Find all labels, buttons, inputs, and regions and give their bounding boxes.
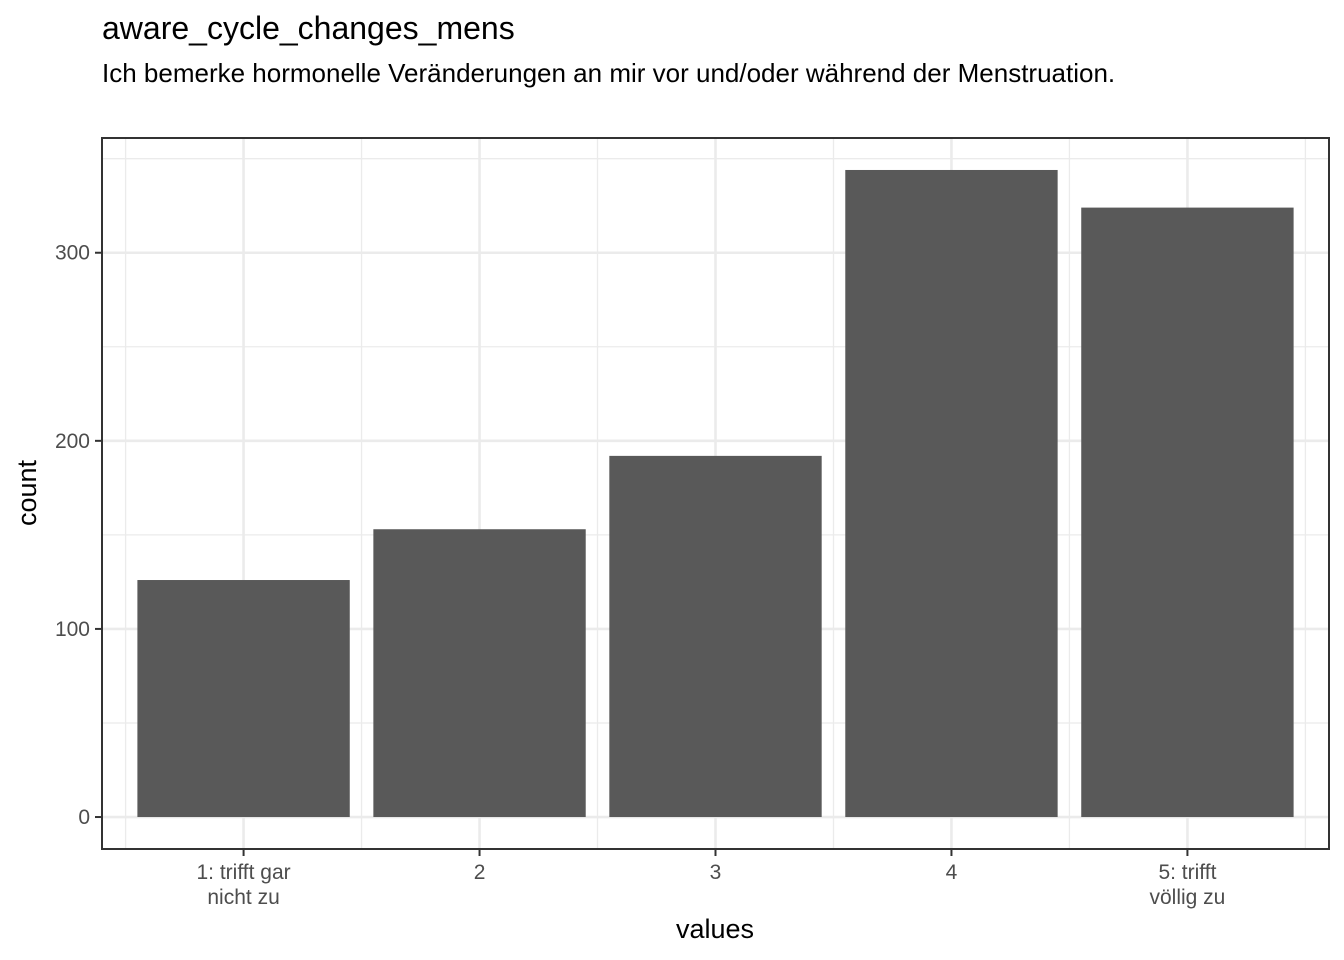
x-axis-title: values <box>676 914 754 944</box>
bars <box>137 169 1294 818</box>
chart-title: aware_cycle_changes_mens <box>102 10 515 46</box>
x-tick-label: 3 <box>710 861 722 884</box>
x-tick-label: 1: trifft gar nicht zu <box>196 861 290 909</box>
bar <box>373 529 586 818</box>
bar <box>137 580 350 818</box>
x-axis: 1: trifft gar nicht zu 2 3 4 5: trifft völlig … <box>196 849 1225 909</box>
bar <box>609 455 822 818</box>
x-tick-label: 4 <box>946 861 958 884</box>
y-tick-label: 200 <box>55 430 90 453</box>
chart-subtitle: Ich bemerke hormonelle Veränderungen an … <box>102 58 1116 88</box>
bar <box>1081 207 1294 818</box>
x-tick-label: 2 <box>474 861 486 884</box>
y-axis: 0 100 200 300 <box>55 242 102 829</box>
y-axis-title: count <box>12 459 42 526</box>
bar <box>845 169 1058 818</box>
x-tick-label: 5: trifft völlig zu <box>1149 861 1225 909</box>
y-tick-label: 100 <box>55 618 90 641</box>
y-tick-label: 300 <box>55 242 90 265</box>
y-tick-label: 0 <box>78 806 90 829</box>
